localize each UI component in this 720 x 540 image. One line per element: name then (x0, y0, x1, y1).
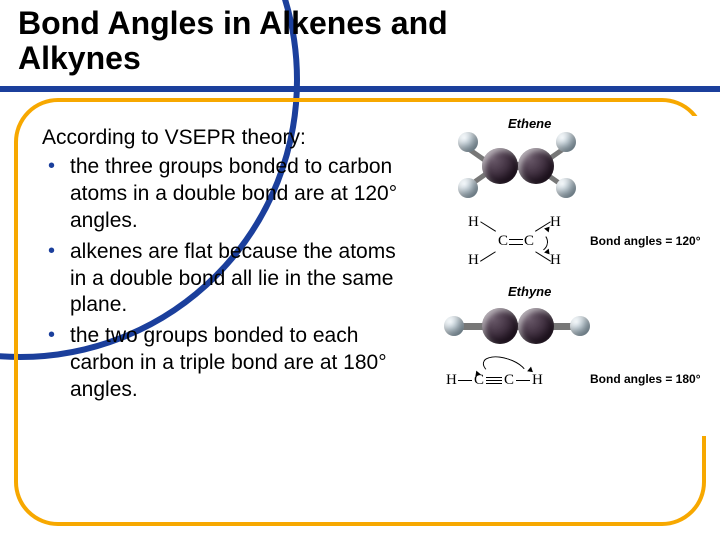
ethyne-label: Ethyne (508, 284, 551, 299)
bond-line (486, 380, 502, 381)
slide: Bond Angles in Alkenes and Alkynes Accor… (0, 0, 720, 540)
h-label: H (532, 372, 543, 389)
carbon-atom (518, 148, 554, 184)
title-block: Bond Angles in Alkenes and Alkynes (18, 6, 578, 76)
title-underline (0, 86, 720, 92)
hydrogen-atom (556, 132, 576, 152)
hydrogen-atom (458, 178, 478, 198)
carbon-atom (518, 308, 554, 344)
bullet-list: the three groups bonded to carbon atoms … (42, 154, 412, 404)
bond-line (480, 221, 496, 232)
bond-line (480, 251, 496, 262)
bullet-item: the two groups bonded to each carbon in … (42, 323, 412, 404)
intro-line: According to VSEPR theory: (42, 126, 412, 150)
hydrogen-atom (458, 132, 478, 152)
carbon-atom (482, 308, 518, 344)
ethene-label: Ethene (508, 116, 551, 131)
carbon-atom (482, 148, 518, 184)
h-label: H (446, 372, 457, 389)
molecule-diagram-panel: Ethene H H H H C C (428, 116, 708, 436)
bullet-item: alkenes are flat because the atoms in a … (42, 239, 412, 320)
body-text: According to VSEPR theory: the three gro… (42, 126, 412, 408)
bond-line (458, 380, 472, 381)
h-label: H (550, 252, 561, 269)
slide-title: Bond Angles in Alkenes and Alkynes (18, 6, 578, 76)
ethene-angle-text: Bond angles = 120° (590, 234, 701, 248)
bond-line (509, 244, 523, 245)
hydrogen-atom (444, 316, 464, 336)
bond-line (486, 383, 502, 384)
hydrogen-atom (570, 316, 590, 336)
bullet-item: the three groups bonded to carbon atoms … (42, 154, 412, 235)
bond-line (509, 239, 523, 240)
ethyne-angle-text: Bond angles = 180° (590, 372, 701, 386)
hydrogen-atom (556, 178, 576, 198)
c-label: C (498, 233, 508, 250)
h-label: H (468, 252, 479, 269)
h-label: H (468, 214, 479, 231)
